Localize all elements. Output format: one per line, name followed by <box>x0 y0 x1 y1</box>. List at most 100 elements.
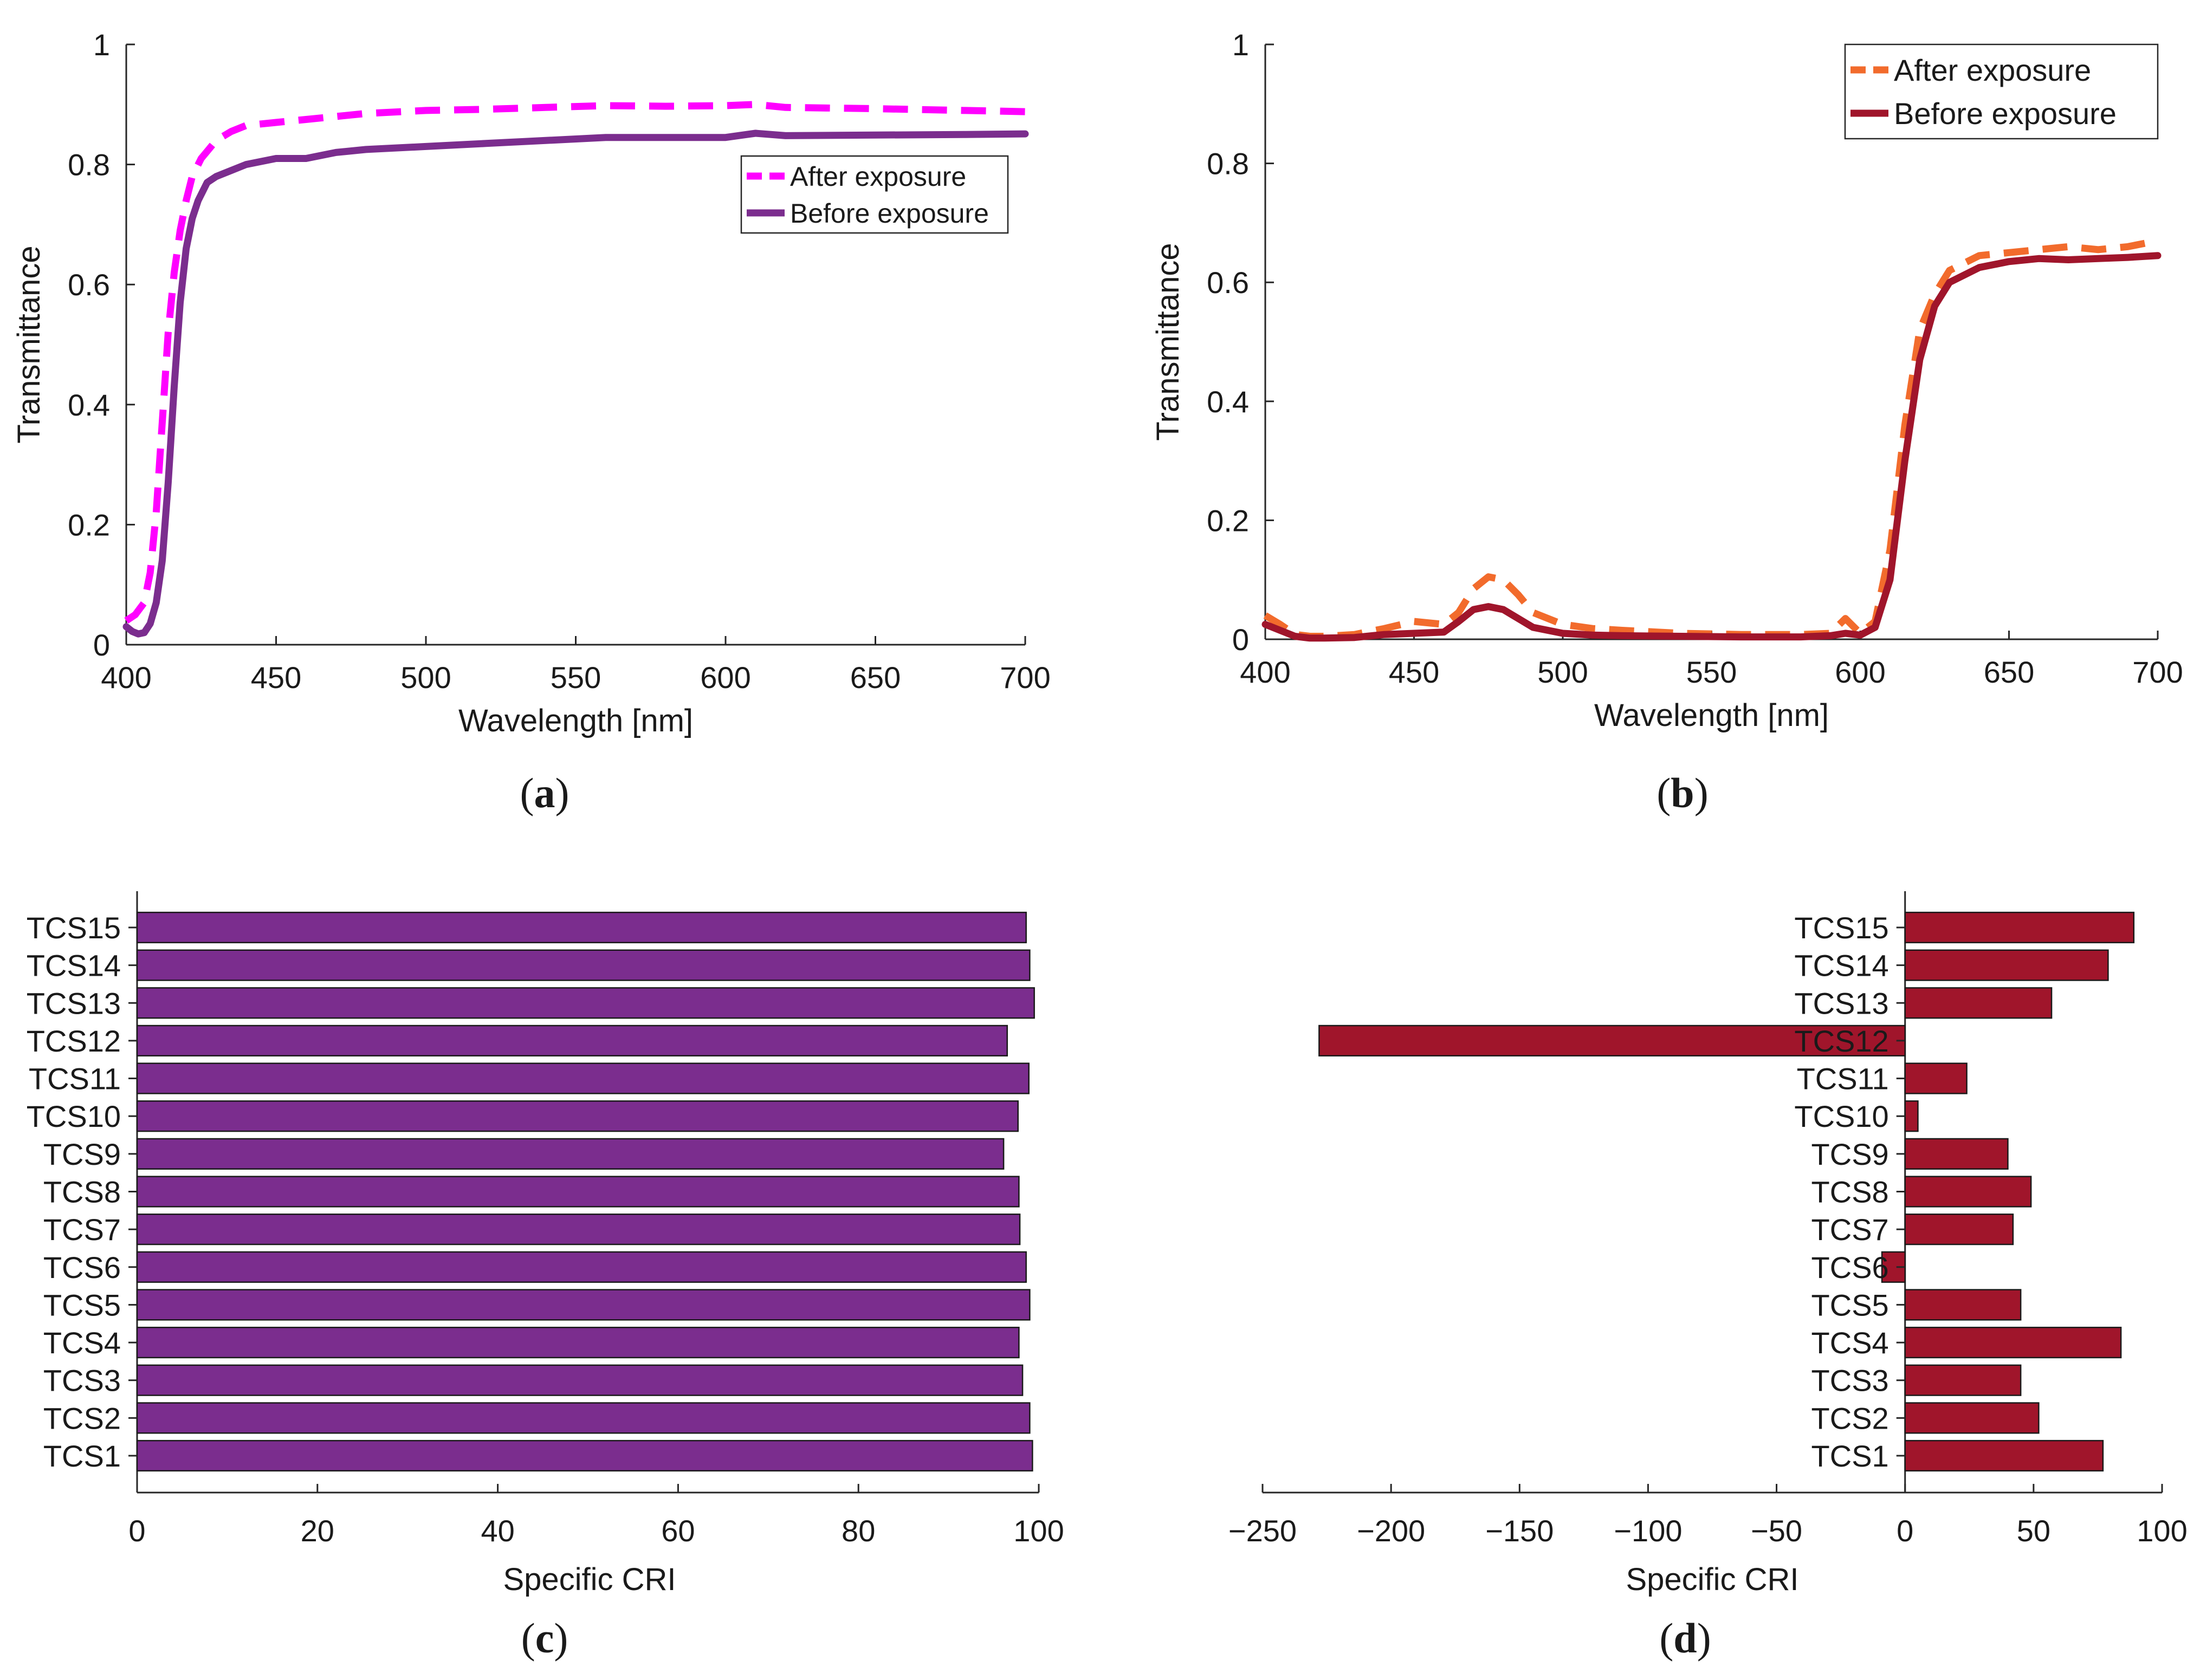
category-label: TCS11 <box>29 1062 121 1096</box>
bar-tcs13 <box>1904 987 2053 1019</box>
bar-tcs12 <box>136 1024 1008 1057</box>
bar-tcs10 <box>136 1100 1019 1132</box>
x-axis-label: Specific CRI <box>503 1562 676 1597</box>
category-label: TCS15 <box>27 911 121 945</box>
legend: After exposure Before exposure <box>740 155 1009 234</box>
panel-letter: c <box>535 1614 554 1662</box>
y-tick-label: 0.8 <box>1207 147 1249 181</box>
category-label: TCS9 <box>1811 1137 1889 1171</box>
panel-letter: b <box>1671 769 1694 816</box>
bar-tcs1 <box>136 1439 1033 1472</box>
x-tick-label: 500 <box>400 660 451 695</box>
category-label: TCS10 <box>1794 1099 1888 1133</box>
x-tick-label: −50 <box>1751 1514 1802 1548</box>
y-tick-label: 0.8 <box>68 148 110 182</box>
y-tick-label: 0.2 <box>1207 503 1249 537</box>
category-label: TCS1 <box>1811 1439 1889 1473</box>
panel-caption: (b) <box>1657 769 1708 816</box>
panel-a: 0 0.2 0.4 0.6 0.8 1 400 450 500 550 600 650 700 Wavel… <box>11 28 1051 816</box>
x-tick-label: 500 <box>1537 655 1588 689</box>
category-label: TCS8 <box>43 1175 121 1209</box>
x-tick-label: 700 <box>2132 655 2183 689</box>
category-label: TCS13 <box>27 986 121 1020</box>
bar-tcs14 <box>1904 949 2109 981</box>
x-tick-label: 450 <box>1389 655 1439 689</box>
legend-label: After exposure <box>790 161 966 192</box>
category-label: TCS5 <box>43 1288 121 1322</box>
category-label: TCS2 <box>1811 1401 1889 1435</box>
y-tick-label: 0.2 <box>68 508 110 542</box>
series-line-before-exposure <box>122 129 1029 638</box>
y-tick-label: 1 <box>93 28 110 62</box>
x-tick-label: 450 <box>251 660 301 695</box>
bar-tcs14 <box>136 949 1031 981</box>
x-tick-label: −250 <box>1228 1514 1297 1548</box>
category-label: TCS3 <box>43 1364 121 1398</box>
bar-tcs3 <box>1904 1364 2022 1396</box>
panel-caption: (c) <box>521 1614 568 1662</box>
bar-tcs3 <box>136 1364 1024 1396</box>
category-label: TCS14 <box>1794 949 1888 983</box>
panel-caption: (a) <box>520 769 570 816</box>
bar-tcs11 <box>136 1062 1030 1094</box>
x-tick-label: 50 <box>2017 1514 2050 1548</box>
category-label: TCS6 <box>1811 1250 1889 1285</box>
y-axis-label: Transmittance <box>1150 243 1186 440</box>
bar-tcs15 <box>1904 911 2135 944</box>
bar-tcs11 <box>1904 1062 1968 1094</box>
x-tick-label: 600 <box>700 660 750 695</box>
x-tick-label: 80 <box>842 1514 875 1548</box>
series-line-before-exposure <box>1261 252 2162 642</box>
bar-tcs5 <box>1904 1289 2022 1321</box>
bar-tcs13 <box>136 987 1035 1019</box>
category-label: TCS11 <box>1797 1062 1889 1096</box>
y-axis-label: Transmittance <box>11 245 47 443</box>
x-tick-label: 100 <box>1013 1514 1064 1548</box>
legend: After exposure Before exposure <box>1844 43 2159 140</box>
bar-tcs15 <box>136 911 1027 944</box>
bar-tcs7 <box>136 1214 1021 1246</box>
y-tick-label: 1 <box>1232 28 1249 62</box>
x-tick-label: 550 <box>1686 655 1737 689</box>
bar-tcs6 <box>136 1251 1027 1283</box>
x-axis-label: Wavelength [nm] <box>458 703 693 738</box>
legend-box <box>1844 43 2159 140</box>
bar-tcs4 <box>136 1326 1020 1359</box>
category-label: TCS4 <box>1811 1326 1889 1360</box>
series-line-after-exposure <box>124 101 1026 624</box>
x-tick-label: 0 <box>1897 1514 1913 1548</box>
category-label: TCS10 <box>27 1099 121 1133</box>
category-label: TCS14 <box>27 949 121 983</box>
x-tick-label: 0 <box>128 1514 145 1548</box>
category-label: TCS8 <box>1811 1175 1889 1209</box>
category-label: TCS5 <box>1811 1288 1889 1322</box>
panel-b: 0 0.2 0.4 0.6 0.8 1 400 450 500 550 600 650 700 Wavel… <box>1150 28 2183 816</box>
bar-tcs8 <box>1904 1176 2032 1208</box>
legend-label: Before exposure <box>1894 96 2117 131</box>
bar-tcs4 <box>1904 1326 2122 1359</box>
x-tick-label: 700 <box>1000 660 1050 695</box>
panel-caption: (d) <box>1659 1614 1711 1662</box>
x-tick-label: 600 <box>1835 655 1885 689</box>
x-tick-label: 400 <box>101 660 151 695</box>
legend-label: After exposure <box>1894 53 2091 87</box>
bar-tcs9 <box>1904 1138 2009 1170</box>
category-label: TCS2 <box>43 1401 121 1435</box>
legend-label: Before exposure <box>790 198 989 229</box>
category-label: TCS13 <box>1794 986 1888 1020</box>
x-axis-label: Wavelength [nm] <box>1594 698 1829 733</box>
panel-letter: a <box>534 769 555 816</box>
x-tick-label: 400 <box>1240 655 1290 689</box>
y-tick-label: 0 <box>1232 622 1249 657</box>
bar-tcs10 <box>1904 1100 1919 1132</box>
category-label: TCS6 <box>43 1250 121 1285</box>
y-tick-label: 0.6 <box>1207 265 1249 300</box>
legend-box <box>740 155 1009 234</box>
bar-tcs9 <box>136 1138 1005 1170</box>
x-tick-label: 40 <box>481 1514 514 1548</box>
category-label: TCS1 <box>43 1439 121 1473</box>
x-tick-label: 100 <box>2137 1514 2187 1548</box>
